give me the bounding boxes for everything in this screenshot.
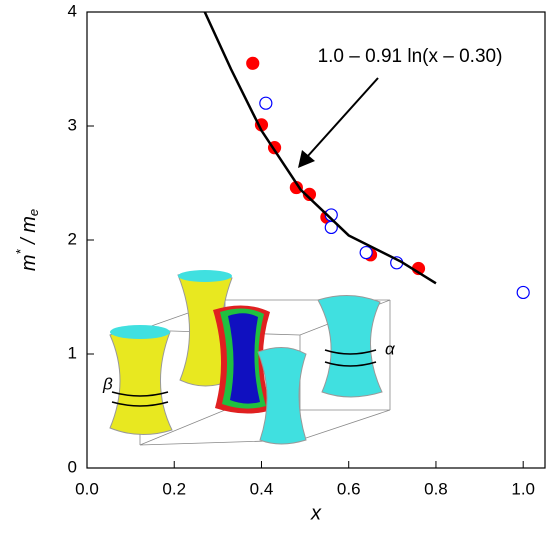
x-axis-label: x [310,502,322,524]
data-point [302,187,317,201]
y-label-part: / m [18,216,40,249]
data-point [516,285,530,300]
x-tick-label: 0.2 [162,479,186,498]
inset-label: β [102,374,113,393]
y-label-part: e [26,209,41,216]
fit-curve [203,11,437,285]
y-axis-label: m* / me [13,209,41,271]
x-tick-label: 0.6 [337,479,361,498]
y-label-part: m [18,254,40,271]
data-point [324,220,338,235]
x-tick-label: 0.4 [250,479,274,498]
inset: α β [102,270,396,446]
x-tick-label: 1.0 [511,479,535,498]
y-label-part: * [13,248,28,254]
x-tick-label: 0.0 [75,479,99,498]
y-tick-label: 4 [68,1,77,20]
data-point [359,245,373,260]
y-tick-label: 3 [68,115,77,134]
inset-label: α [385,339,396,358]
data-point [259,96,273,110]
y-tick-label: 2 [68,229,77,248]
y-tick-label: 1 [68,343,77,362]
annotation: 1.0 – 0.91 ln(x – 0.30) [318,46,503,67]
x-tick-label: 0.8 [424,479,448,498]
y-tick-label: 0 [68,457,77,476]
annotation-arrow [298,77,379,168]
data-point [246,56,260,70]
